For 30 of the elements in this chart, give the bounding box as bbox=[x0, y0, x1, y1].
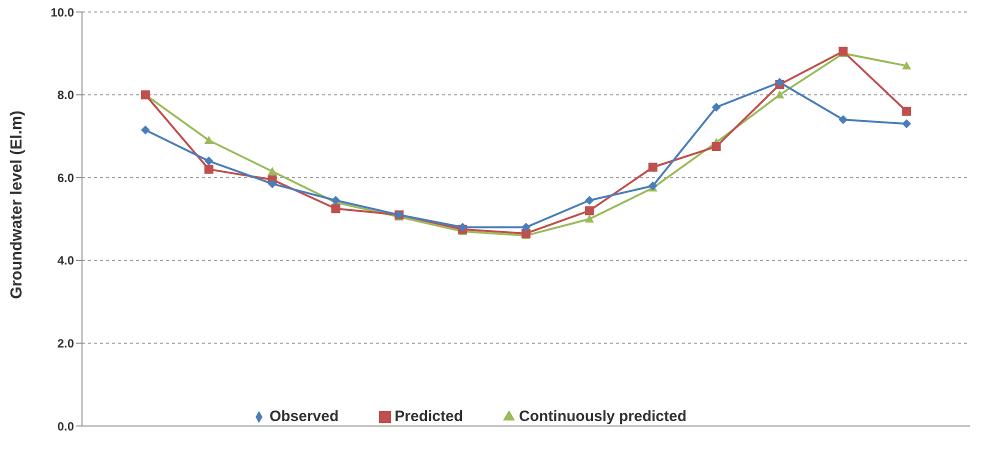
point bbox=[584, 214, 594, 223]
point bbox=[584, 206, 594, 216]
y-tick-label: 4.0 bbox=[57, 254, 74, 268]
point bbox=[204, 156, 214, 166]
point bbox=[712, 142, 721, 152]
y-axis-title: Groundwater level (El.m) bbox=[8, 110, 26, 299]
y-tick-label: 0.0 bbox=[57, 419, 74, 434]
y-tick-label: 6.0 bbox=[57, 170, 74, 185]
point bbox=[712, 102, 721, 112]
point bbox=[268, 179, 277, 188]
point bbox=[522, 222, 530, 232]
y-tick-label: 2.0 bbox=[57, 336, 74, 350]
y-tick-label: 8.0 bbox=[57, 88, 74, 102]
point bbox=[140, 125, 150, 134]
point bbox=[204, 164, 214, 174]
y-tick-label: 10.0 bbox=[50, 5, 74, 20]
legend-label: Predicted bbox=[394, 408, 464, 425]
point bbox=[331, 204, 340, 214]
point bbox=[902, 119, 912, 128]
point bbox=[522, 228, 530, 238]
point bbox=[584, 196, 594, 205]
point bbox=[902, 61, 912, 70]
point bbox=[838, 115, 848, 124]
point bbox=[268, 166, 277, 175]
point bbox=[204, 136, 214, 144]
point bbox=[648, 162, 658, 172]
legend-label: Observed bbox=[269, 408, 339, 425]
legend-label: Continuously predicted bbox=[519, 408, 687, 425]
point bbox=[902, 106, 912, 116]
point bbox=[775, 90, 784, 98]
